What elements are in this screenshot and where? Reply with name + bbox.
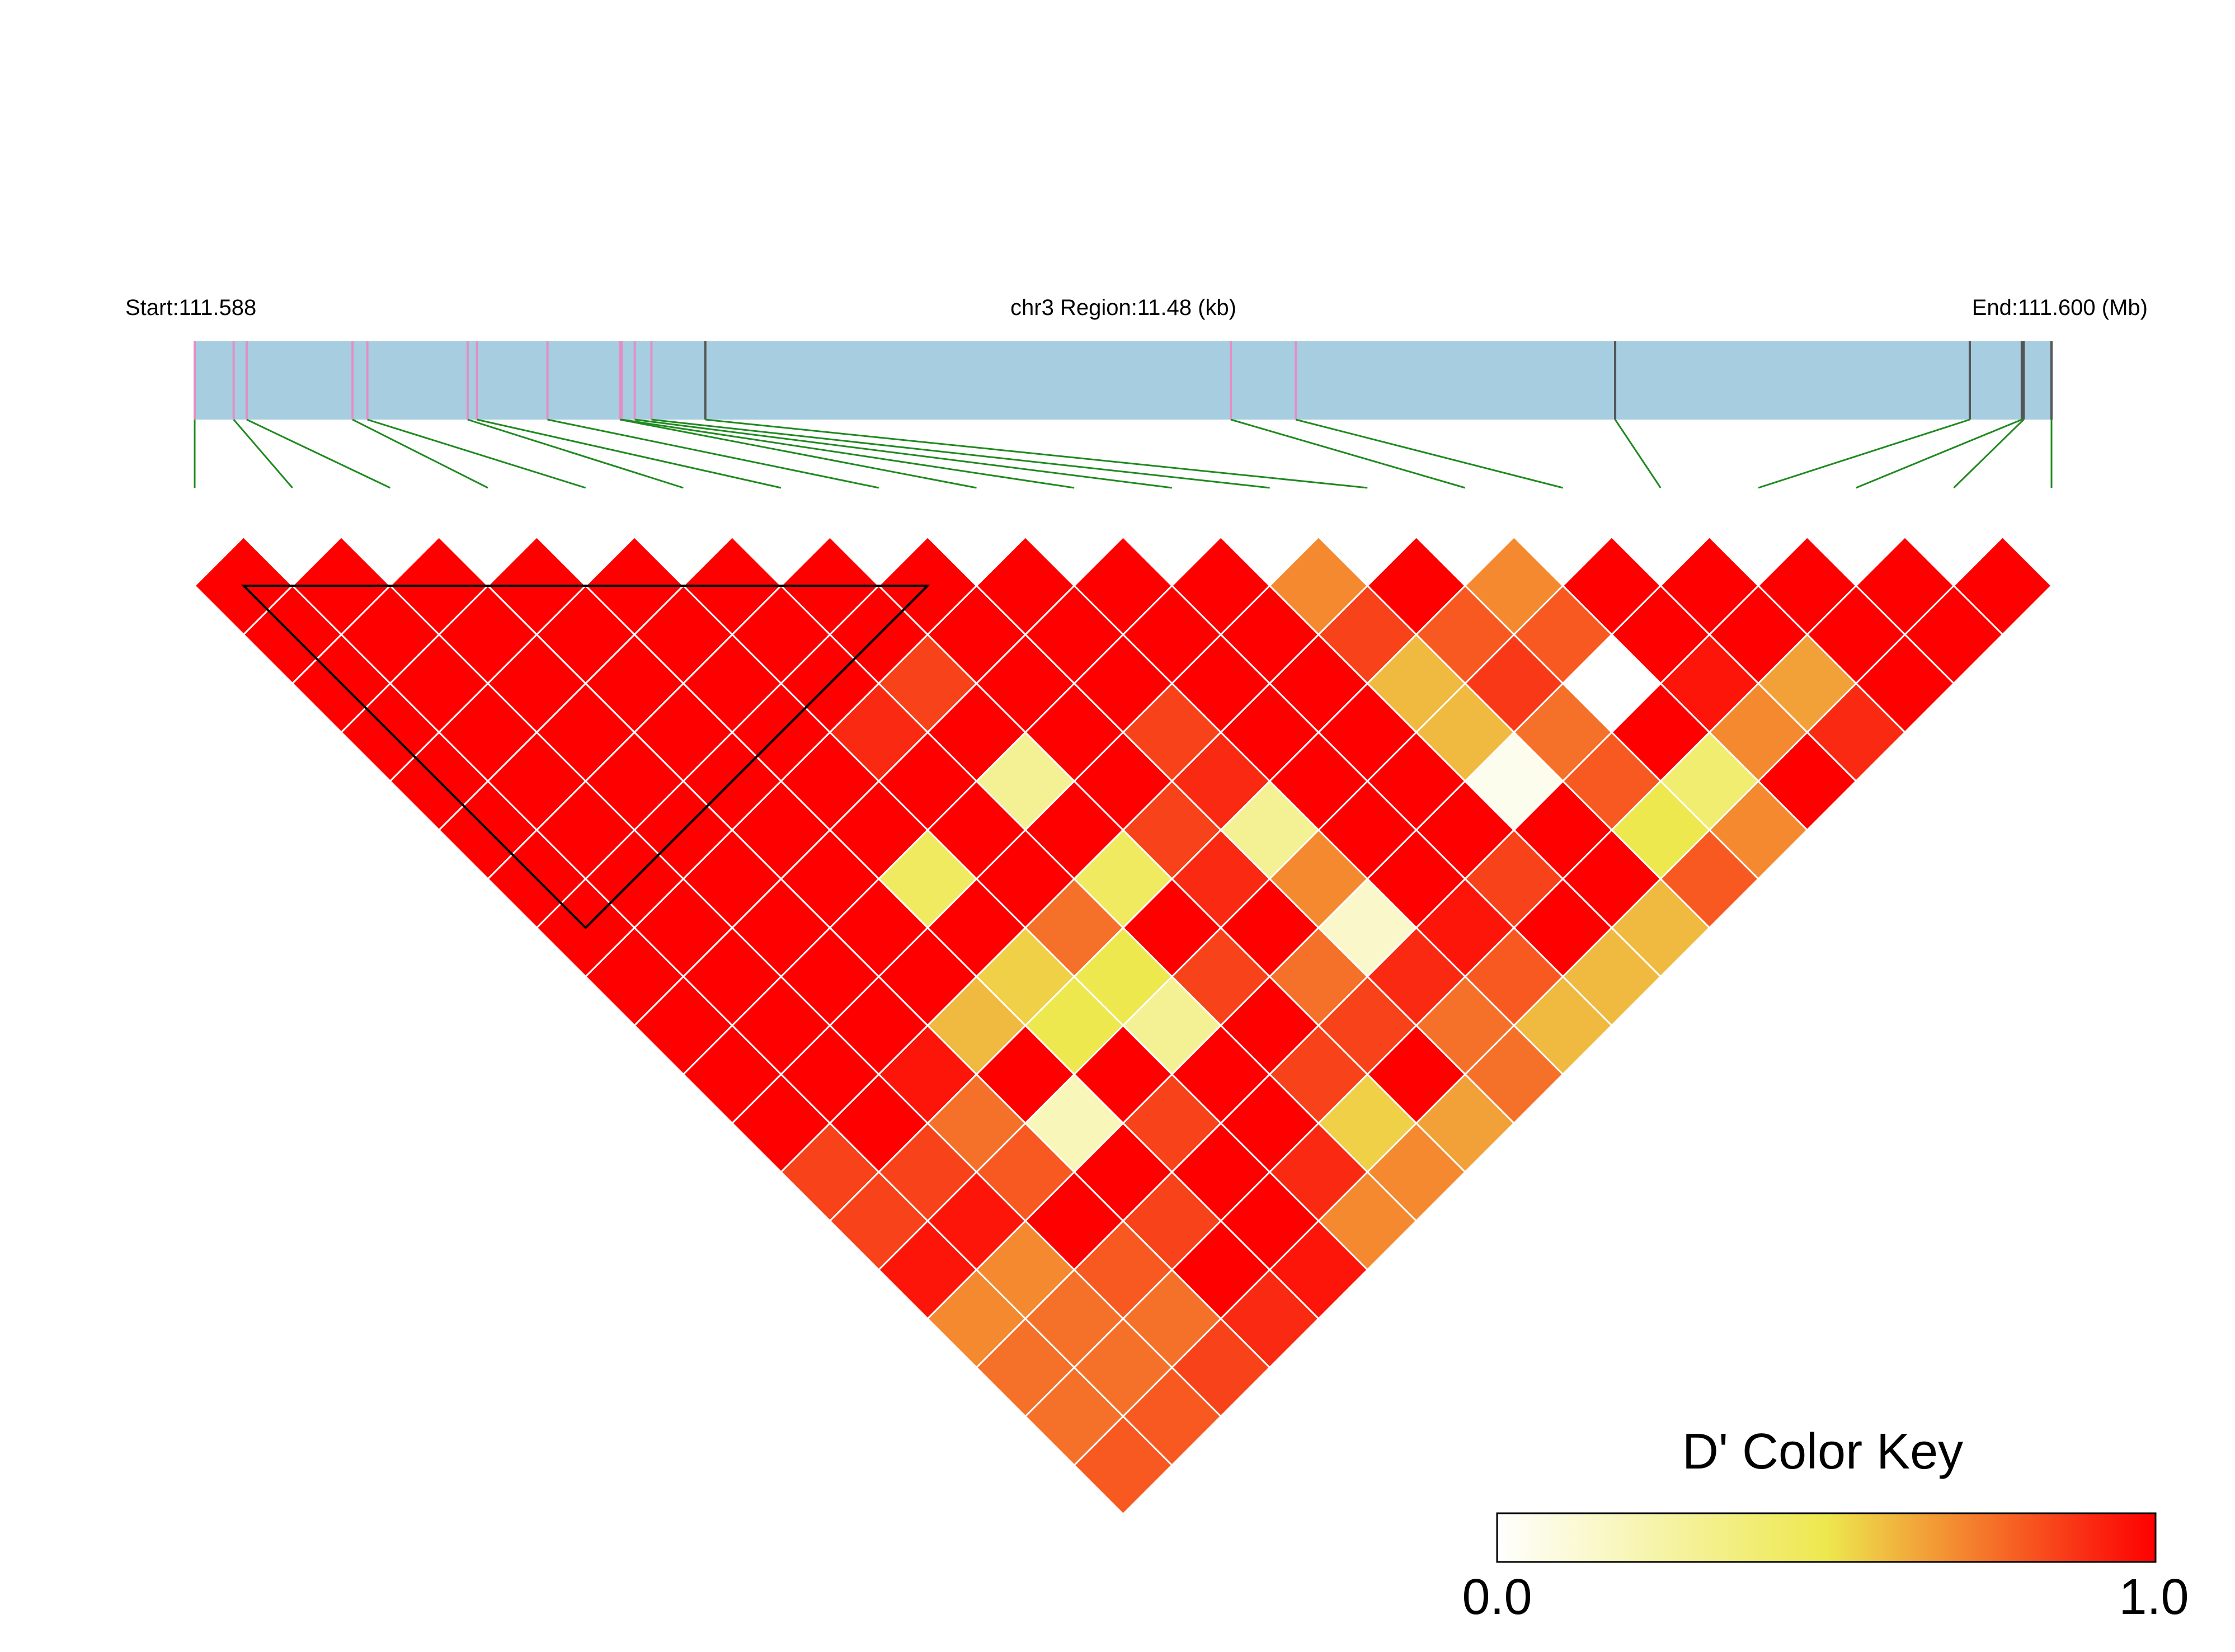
ld-block-outlines	[241, 585, 930, 930]
snp-connector-line	[233, 419, 293, 488]
ld-block-outline	[241, 585, 930, 930]
snp-markers	[194, 341, 2053, 420]
start-position-label: Start:111.588	[125, 295, 256, 320]
snp-connector-line	[619, 418, 977, 489]
end-position-label: End:111.600 (Mb)	[1972, 295, 2148, 320]
ld-heatmap	[193, 535, 2053, 1515]
ld-cell	[1073, 1415, 1173, 1515]
snp-connector-line	[651, 418, 1270, 489]
snp-connector-line	[1295, 418, 1563, 489]
snp-connector-line	[1758, 418, 1970, 489]
snp-connector-line	[367, 418, 586, 489]
snp-connector-line	[1230, 418, 1466, 489]
snp-connector-line	[547, 418, 879, 489]
snp-connector-line	[634, 418, 1173, 489]
color-key-max-label: 1.0	[2119, 1569, 2189, 1625]
snp-connector-line	[246, 418, 391, 489]
snp-connector-line	[705, 418, 1368, 489]
snp-connector-line	[1856, 418, 2022, 489]
snp-connector-lines	[194, 418, 2053, 489]
snp-connector-line	[1953, 418, 2025, 489]
snp-connector-line	[477, 418, 782, 489]
snp-connector-line	[352, 418, 488, 489]
snp-connector-line	[1614, 419, 1662, 488]
color-key-title: D' Color Key	[1682, 1424, 1963, 1480]
snp-connector-line	[467, 418, 684, 489]
color-key-gradient-bar	[1496, 1512, 2157, 1563]
snp-connector-line	[622, 418, 1075, 489]
region-label: chr3 Region:11.48 (kb)	[1010, 295, 1236, 320]
chromosome-region-bar	[195, 341, 2052, 420]
color-key-min-label: 0.0	[1462, 1569, 1532, 1625]
